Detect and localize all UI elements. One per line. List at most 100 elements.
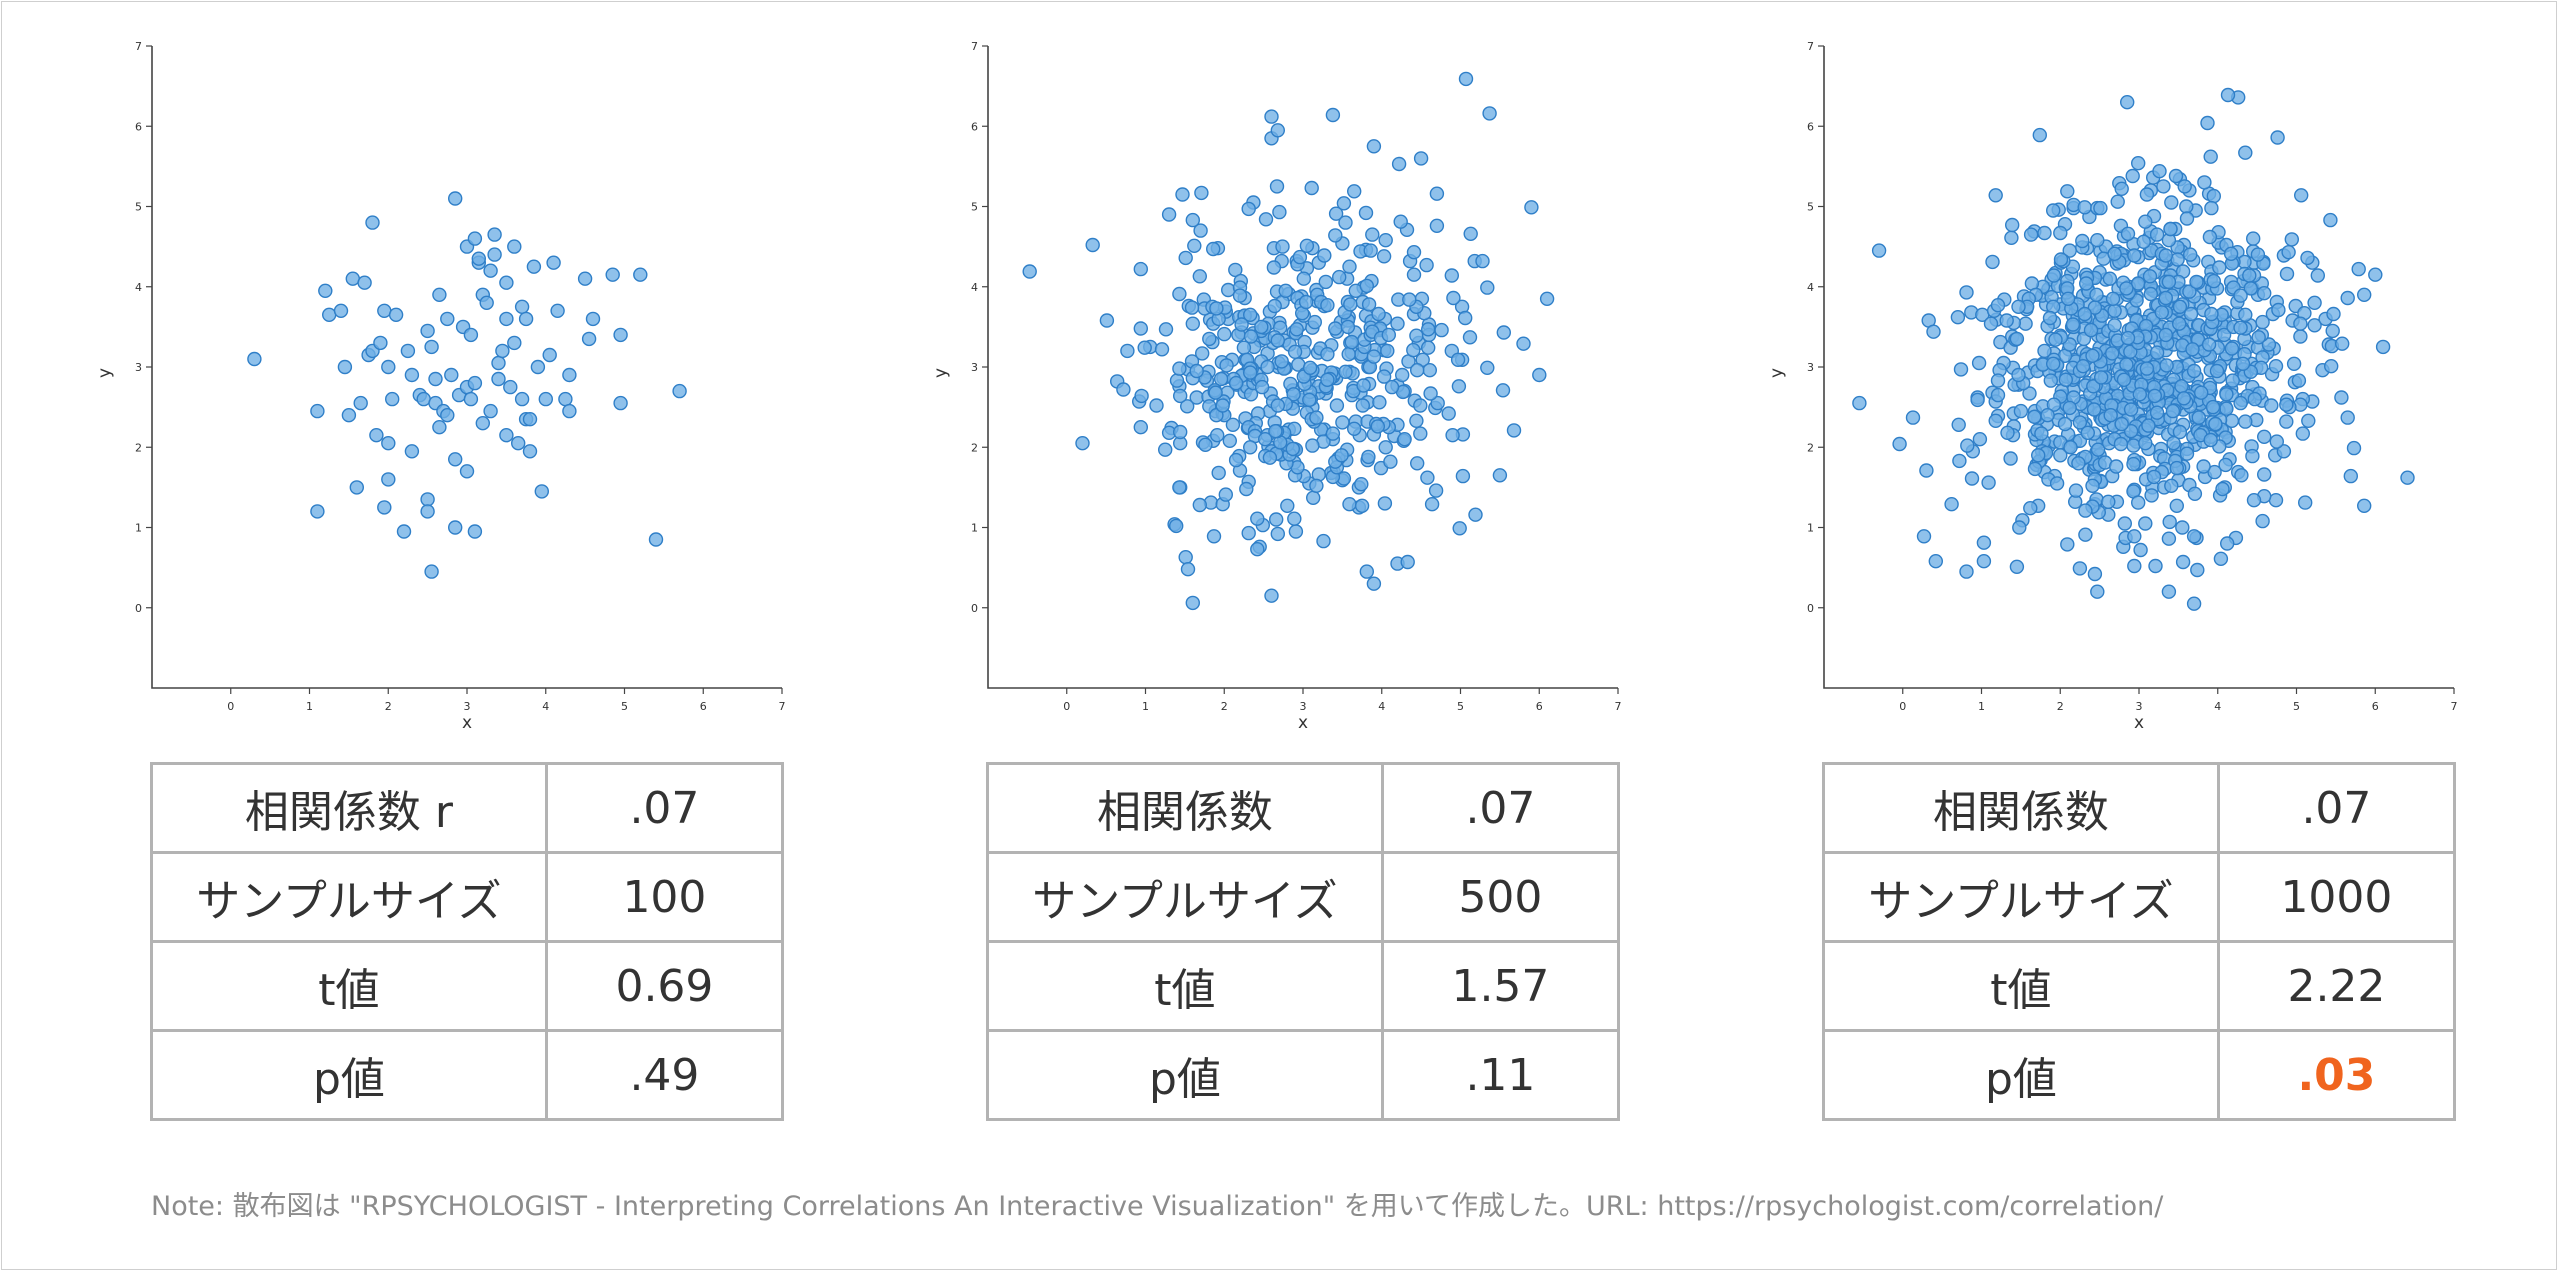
data-point	[2000, 425, 2015, 440]
data-point	[1195, 346, 1210, 361]
data-point	[471, 251, 486, 266]
table-row: t値 2.22	[1822, 940, 2457, 1032]
data-point	[1225, 417, 1241, 432]
data-point	[2133, 542, 2148, 558]
data-point	[1213, 371, 1229, 387]
data-point	[1133, 261, 1149, 277]
data-point	[483, 263, 498, 278]
data-point	[2269, 434, 2284, 449]
data-point	[2224, 341, 2240, 356]
data-point	[1239, 481, 1254, 497]
table-row: p値 .03	[1822, 1029, 2457, 1121]
data-point	[2300, 250, 2315, 266]
data-point	[2138, 436, 2153, 451]
data-point	[1452, 521, 1467, 536]
data-point	[1243, 329, 1259, 344]
data-point	[1964, 471, 1980, 486]
data-point	[1342, 497, 1357, 512]
data-point	[2245, 448, 2260, 464]
data-point	[2131, 495, 2146, 510]
data-point	[1309, 410, 1324, 425]
data-point	[385, 391, 400, 407]
data-point	[2335, 336, 2350, 351]
data-point	[2246, 493, 2262, 508]
data-point	[2132, 387, 2147, 402]
data-point	[2179, 446, 2195, 461]
data-point	[1328, 206, 1344, 221]
data-point	[2279, 266, 2295, 282]
data-point	[2123, 344, 2138, 359]
data-point	[2031, 448, 2046, 463]
data-point	[1424, 497, 1440, 512]
data-point	[1359, 278, 1374, 294]
data-point	[1480, 360, 1495, 375]
x-tick-label: 3	[1300, 700, 1307, 713]
table-row: t値 0.69	[150, 940, 785, 1032]
data-point	[1480, 280, 1495, 295]
y-axis-label: y	[1767, 368, 1787, 378]
stats-table-n500: 相関係数 .07 サンプルサイズ 500 t値 1.57 p値 .11	[986, 762, 1621, 1121]
data-point	[1434, 322, 1449, 338]
data-point	[1192, 497, 1207, 513]
x-axis-label: x	[462, 713, 472, 733]
data-point	[2080, 425, 2095, 440]
data-point	[2216, 327, 2232, 343]
data-point	[1391, 156, 1407, 172]
data-point	[1428, 483, 1444, 498]
data-point	[404, 367, 420, 383]
data-point	[2310, 268, 2325, 283]
data-point	[2060, 184, 2075, 199]
point-layer	[247, 191, 687, 579]
data-point	[2255, 314, 2270, 330]
label-sample-size: サンプルサイズ	[986, 851, 1384, 943]
data-point	[2233, 320, 2248, 335]
data-point	[1286, 387, 1301, 402]
label-t-value: t値	[1822, 940, 2220, 1032]
data-point	[1169, 373, 1185, 388]
data-point	[511, 436, 526, 451]
data-point	[2083, 322, 2099, 338]
data-point	[1307, 314, 1322, 330]
data-point	[2053, 252, 2069, 267]
data-point	[2043, 373, 2058, 388]
data-point	[1172, 286, 1187, 302]
data-point	[562, 403, 577, 419]
data-point	[1298, 294, 1314, 310]
data-point	[2004, 217, 2020, 233]
data-point	[1288, 524, 1304, 539]
data-point	[2324, 359, 2339, 374]
x-tick-label: 0	[227, 700, 234, 713]
data-point	[2072, 561, 2088, 576]
x-tick-label: 5	[2293, 700, 2300, 713]
data-point	[2079, 276, 2094, 291]
data-point	[2255, 513, 2270, 529]
data-point	[1960, 438, 1975, 453]
data-point	[2143, 286, 2158, 302]
data-point	[1234, 317, 1249, 332]
data-point	[1336, 196, 1352, 211]
data-point	[1172, 361, 1187, 376]
data-point	[1180, 399, 1195, 414]
data-point	[2109, 459, 2124, 474]
data-point	[1421, 340, 1436, 355]
data-point	[1495, 383, 1511, 398]
data-point	[2357, 498, 2372, 513]
data-point	[2174, 379, 2189, 394]
data-point	[2009, 331, 2025, 347]
data-point	[2053, 225, 2068, 241]
value-sample-size: 500	[1380, 851, 1621, 943]
data-point	[2101, 494, 2116, 509]
label-sample-size: サンプルサイズ	[1822, 851, 2220, 943]
y-tick-label: 0	[1807, 602, 1814, 615]
data-point	[2060, 537, 2075, 552]
data-point	[2046, 356, 2061, 371]
data-point	[499, 275, 514, 290]
data-point	[1270, 123, 1285, 138]
data-point	[1175, 187, 1190, 202]
data-point	[1463, 226, 1478, 242]
data-point	[2182, 284, 2197, 299]
data-point	[2046, 397, 2062, 412]
data-point	[1338, 364, 1353, 379]
data-point	[530, 359, 546, 375]
scatter-plot-n100: 0 1 2 3 4 5 6 7 0 1 2 3 4 5 6 7 x y	[95, 40, 786, 733]
